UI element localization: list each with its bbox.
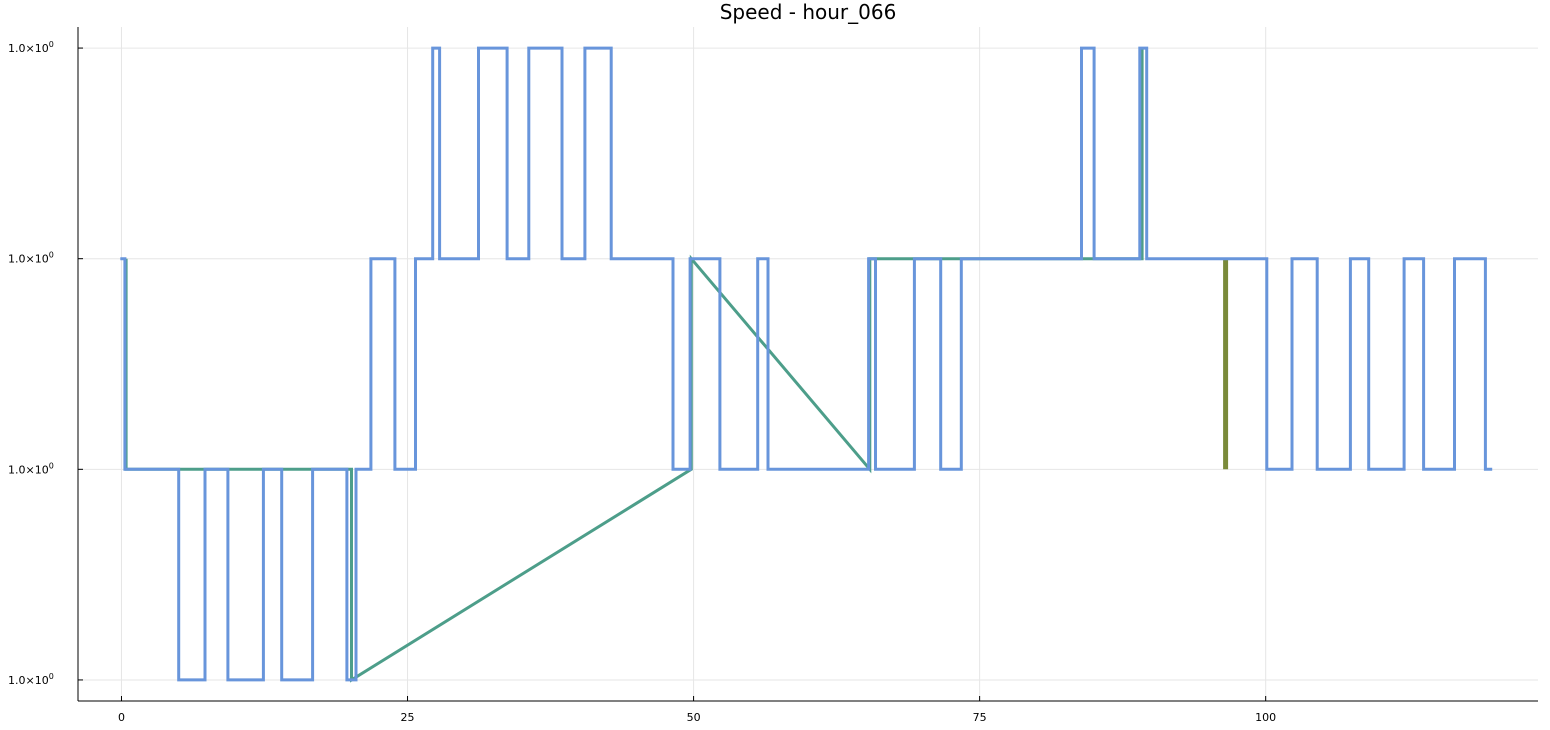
grid bbox=[78, 27, 1538, 701]
x-tick-label: 50 bbox=[687, 711, 701, 724]
y-tick-label: 1.0×100 bbox=[8, 672, 54, 687]
y-tick-mantissa: 1.0×10 bbox=[8, 463, 49, 476]
y-tick-exponent: 0 bbox=[49, 40, 54, 49]
y-tick-exponent: 0 bbox=[49, 461, 54, 470]
y-tick-label: 1.0×100 bbox=[8, 461, 54, 476]
x-tick-label: 25 bbox=[401, 711, 415, 724]
y-tick-mantissa: 1.0×10 bbox=[8, 253, 49, 266]
x-tick-label: 100 bbox=[1255, 711, 1276, 724]
y-tick-mantissa: 1.0×10 bbox=[8, 674, 49, 687]
y-tick-exponent: 0 bbox=[49, 251, 54, 260]
axes bbox=[77, 27, 1538, 702]
y-tick-exponent: 0 bbox=[49, 672, 54, 681]
y-tick-label: 1.0×100 bbox=[8, 251, 54, 266]
x-tick-label: 75 bbox=[973, 711, 987, 724]
series-line-1 bbox=[124, 48, 1144, 683]
x-ticks: 0 25 50 75 100 bbox=[118, 696, 1276, 724]
chart-title: Speed - hour_066 bbox=[720, 0, 897, 24]
series-line-3 bbox=[120, 46, 1493, 682]
y-tick-label: 1.0×100 bbox=[8, 40, 54, 55]
y-tick-mantissa: 1.0×10 bbox=[8, 42, 49, 55]
x-tick-label: 0 bbox=[118, 711, 125, 724]
plot-series bbox=[120, 46, 1493, 683]
